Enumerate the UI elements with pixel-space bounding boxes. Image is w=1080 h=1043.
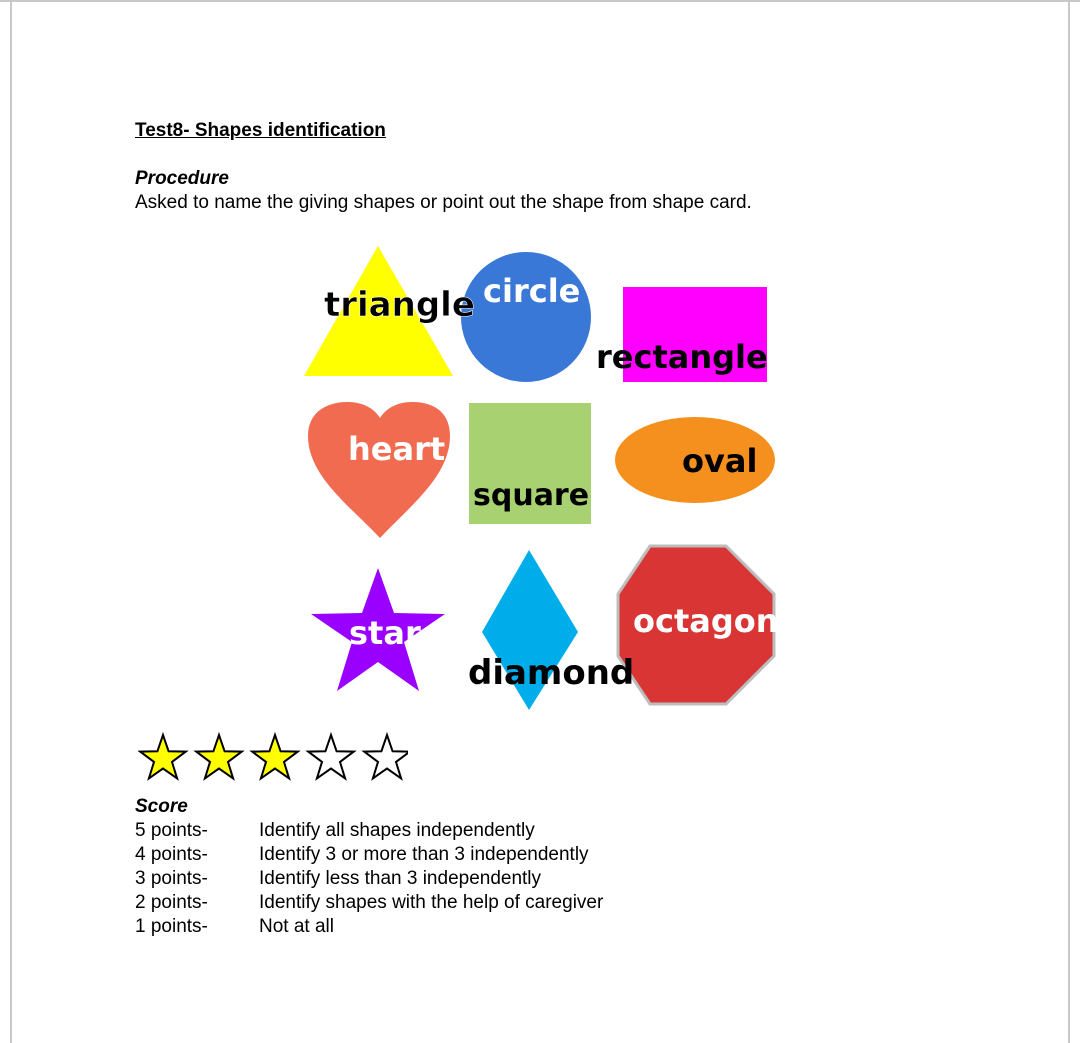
score-row: 1 points- Not at all	[135, 916, 603, 940]
triangle-label: triangle	[324, 285, 475, 325]
score-row: 2 points- Identify shapes with the help …	[135, 892, 603, 916]
page-title: Test8- Shapes identification	[135, 120, 386, 141]
octagon-shape	[616, 544, 776, 706]
triangle-shape	[304, 246, 453, 376]
star-empty-icon	[361, 731, 408, 781]
square-shape	[469, 403, 591, 524]
rectangle-label: rectangle	[596, 338, 768, 376]
score-description: Identify all shapes independently	[259, 820, 535, 841]
oval-shape	[615, 417, 775, 503]
score-table: 5 points- Identify all shapes independen…	[135, 820, 603, 940]
star-label: star	[349, 614, 421, 652]
square-label: square	[473, 478, 589, 513]
circle-label: circle	[483, 272, 580, 310]
page-border-top	[0, 0, 1080, 2]
score-description: Identify 3 or more than 3 independently	[259, 844, 589, 865]
heart-shape	[308, 402, 450, 538]
page-border-left	[10, 0, 12, 1043]
star-filled-icon	[138, 731, 189, 781]
score-points: 4 points-	[135, 844, 208, 865]
score-points: 2 points-	[135, 892, 208, 913]
diamond-label: diamond	[468, 653, 634, 693]
star-empty-icon	[305, 731, 357, 781]
octagon-label: octagon	[633, 602, 779, 640]
shape-card-graphic: triangle circle rectangle heart square o…	[304, 246, 779, 710]
oval-label: oval	[682, 442, 757, 480]
circle-shape	[461, 252, 591, 382]
score-description: Identify less than 3 independently	[259, 868, 542, 889]
star-shape	[311, 568, 445, 691]
star-filled-icon	[249, 731, 301, 781]
score-row: 4 points- Identify 3 or more than 3 inde…	[135, 844, 603, 868]
star-rating	[138, 731, 408, 781]
score-description: Identify shapes with the help of caregiv…	[259, 892, 604, 913]
rectangle-shape	[623, 287, 767, 382]
score-points: 1 points-	[135, 916, 208, 937]
score-points: 3 points-	[135, 868, 208, 889]
procedure-heading: Procedure	[135, 168, 229, 189]
score-row: 5 points- Identify all shapes independen…	[135, 820, 603, 844]
procedure-text: Asked to name the giving shapes or point…	[135, 192, 752, 213]
score-heading: Score	[135, 796, 188, 817]
score-row: 3 points- Identify less than 3 independe…	[135, 868, 603, 892]
heart-label: heart	[348, 430, 445, 468]
star-filled-icon	[193, 731, 245, 781]
page-border-right	[1068, 0, 1070, 1043]
shape-card: triangle circle rectangle heart square o…	[290, 238, 790, 718]
diamond-shape	[482, 550, 578, 710]
score-points: 5 points-	[135, 820, 208, 841]
score-description: Not at all	[259, 916, 334, 937]
